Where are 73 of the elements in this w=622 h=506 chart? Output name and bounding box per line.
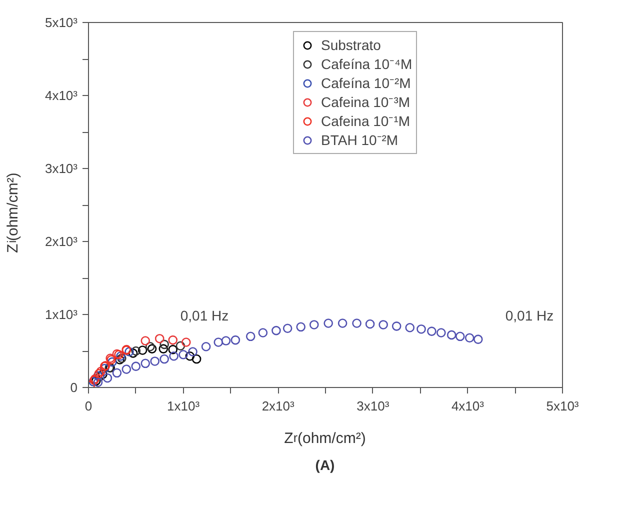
point xyxy=(214,338,224,347)
x-tick-label: 4x10³ xyxy=(451,398,485,414)
point xyxy=(416,324,426,334)
point xyxy=(169,351,178,361)
point xyxy=(140,336,150,346)
point xyxy=(324,318,333,328)
point xyxy=(154,334,164,344)
point xyxy=(160,354,169,364)
point xyxy=(427,326,436,336)
point xyxy=(464,333,474,342)
point xyxy=(168,335,178,345)
legend-label: Cafeína 10⁻⁴M xyxy=(321,55,412,73)
point xyxy=(192,354,202,364)
point xyxy=(365,319,375,329)
y-tick-label: 0 xyxy=(70,380,78,395)
x-tick-label: 1x10³ xyxy=(167,398,200,414)
point xyxy=(150,356,160,366)
point xyxy=(296,322,306,332)
point xyxy=(473,334,483,344)
point xyxy=(128,348,138,358)
point xyxy=(309,320,319,330)
point xyxy=(168,344,178,354)
y-tick-label: 2x10³ xyxy=(44,234,78,249)
text: (A) xyxy=(314,456,336,475)
point xyxy=(181,338,191,347)
point xyxy=(258,328,268,338)
point xyxy=(145,342,155,352)
point xyxy=(158,344,168,354)
legend-label: Cafeína 10⁻²M xyxy=(321,74,411,92)
point xyxy=(178,350,188,360)
point xyxy=(446,330,456,340)
y-tick-label: 3x10³ xyxy=(44,161,78,176)
point xyxy=(131,362,141,371)
point xyxy=(352,318,362,328)
legend-label: Cafeina 10⁻¹M xyxy=(321,112,410,130)
point xyxy=(102,373,112,383)
x-tick-label: 5x10³ xyxy=(546,398,580,414)
point xyxy=(108,357,117,367)
point xyxy=(201,342,211,352)
y-tick-label: 5x10³ xyxy=(44,15,78,30)
point xyxy=(230,335,240,345)
point xyxy=(124,347,134,356)
point xyxy=(282,324,292,334)
point xyxy=(436,328,446,338)
point xyxy=(188,347,198,356)
point xyxy=(176,341,186,351)
y-tick-label: 4x10³ xyxy=(44,88,78,103)
point xyxy=(98,370,108,379)
point xyxy=(272,326,281,336)
y-tick-label: 1x10³ xyxy=(44,307,78,322)
legend-label: BTAH 10⁻²M xyxy=(321,131,398,149)
point xyxy=(338,318,348,328)
point xyxy=(405,323,415,332)
point xyxy=(138,346,148,355)
annotation: 0,01 Hz xyxy=(505,308,554,324)
point xyxy=(392,322,402,331)
x-tick-label: 3x10³ xyxy=(356,398,390,414)
legend-label: Substrato xyxy=(321,36,381,54)
point xyxy=(160,340,169,350)
point xyxy=(112,368,122,378)
point xyxy=(378,320,388,330)
point xyxy=(221,336,231,346)
point xyxy=(140,358,150,368)
legend-label: Cafeina 10⁻³M xyxy=(321,93,410,111)
point xyxy=(455,332,465,342)
x-tick-label: 2x10³ xyxy=(262,398,296,414)
point xyxy=(122,364,132,374)
point xyxy=(185,351,195,361)
annotation: 0,01 Hz xyxy=(180,308,229,324)
x-tick-label: 0 xyxy=(84,398,92,414)
point xyxy=(100,364,110,374)
point xyxy=(131,346,141,356)
point xyxy=(246,332,256,342)
